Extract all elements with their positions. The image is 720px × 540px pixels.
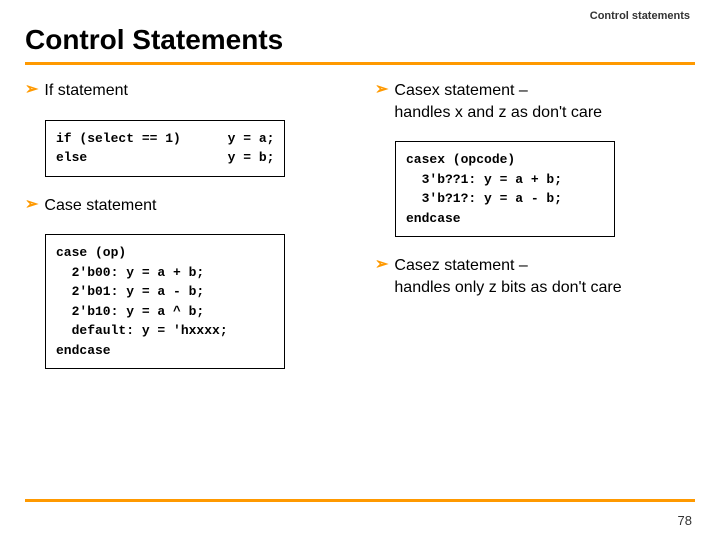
bullet-text: If statement [44,80,128,102]
code-box-if: if (select == 1) y = a; else y = b; [45,120,285,177]
casez-line1: Casez statement – [394,257,527,274]
left-column: ➢ If statement if (select == 1) y = a; e… [25,80,345,387]
casex-line2: handles x and z as don't care [394,104,602,121]
arrow-icon: ➢ [375,255,388,276]
right-column: ➢ Casex statement – handles x and z as d… [375,80,695,387]
bullet-text: Case statement [44,195,156,217]
code-box-case: case (op) 2'b00: y = a + b; 2'b01: y = a… [45,234,285,369]
bullet-case-statement: ➢ Case statement [25,195,345,217]
content-area: ➢ If statement if (select == 1) y = a; e… [25,80,695,387]
bullet-text: Casex statement – handles x and z as don… [394,80,602,123]
bullet-if-statement: ➢ If statement [25,80,345,102]
arrow-icon: ➢ [25,80,38,101]
code-box-casex: casex (opcode) 3'b??1: y = a + b; 3'b?1?… [395,141,615,237]
arrow-icon: ➢ [25,195,38,216]
page-number: 78 [678,513,692,528]
header-label: Control statements [590,10,690,22]
page-title: Control Statements [25,24,283,56]
casez-line2: handles only z bits as don't care [394,279,621,296]
title-underline [25,62,695,65]
bullet-text: Casez statement – handles only z bits as… [394,255,621,298]
bottom-divider [25,499,695,502]
casex-line1: Casex statement – [394,82,527,99]
bullet-casez-statement: ➢ Casez statement – handles only z bits … [375,255,695,298]
bullet-casex-statement: ➢ Casex statement – handles x and z as d… [375,80,695,123]
arrow-icon: ➢ [375,80,388,101]
